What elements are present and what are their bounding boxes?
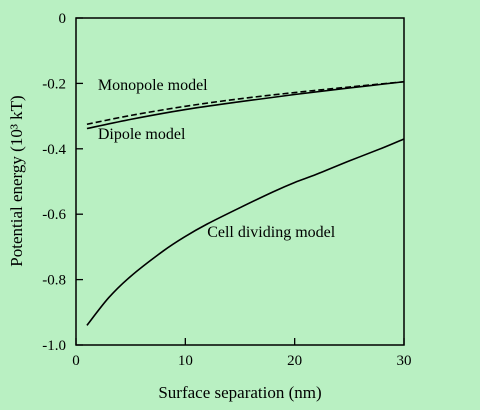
series-layer [86, 80, 405, 326]
x-tick-label: 10 [178, 353, 193, 369]
series-line-monopole-model [86, 80, 405, 126]
x-tick-label: 0 [72, 353, 80, 369]
y-tick-label: -0.4 [42, 142, 66, 158]
annotation-monopole-model: Monopole model [98, 77, 208, 94]
x-axis-title: Surface separation (nm) [158, 383, 321, 402]
annotation-cell-dividing-model: Cell dividing model [207, 224, 336, 241]
y-tick-label: -1.0 [42, 338, 66, 354]
annotation-layer: Monopole model Dipole model Cell dividing … [98, 77, 336, 241]
annotation-dipole-model: Dipole model [98, 126, 186, 143]
y-tick-label: -0.2 [42, 76, 66, 92]
series-line-cell-dividing-model [86, 138, 405, 326]
tick-layer: 0 10 20 30 0 -0.2 -0.4 -0.6 -0.8 -1.0 [42, 11, 411, 369]
y-tick-label: -0.8 [42, 273, 66, 289]
y-axis-title: Potential energy (10³ kT) [7, 95, 26, 266]
plot-area [75, 17, 405, 346]
y-tick-label: 0 [59, 11, 67, 27]
y-tick-label: -0.6 [42, 207, 66, 223]
series-line-dipole-model [86, 80, 405, 130]
x-tick-label: 30 [397, 353, 412, 369]
x-tick-label: 20 [287, 353, 302, 369]
